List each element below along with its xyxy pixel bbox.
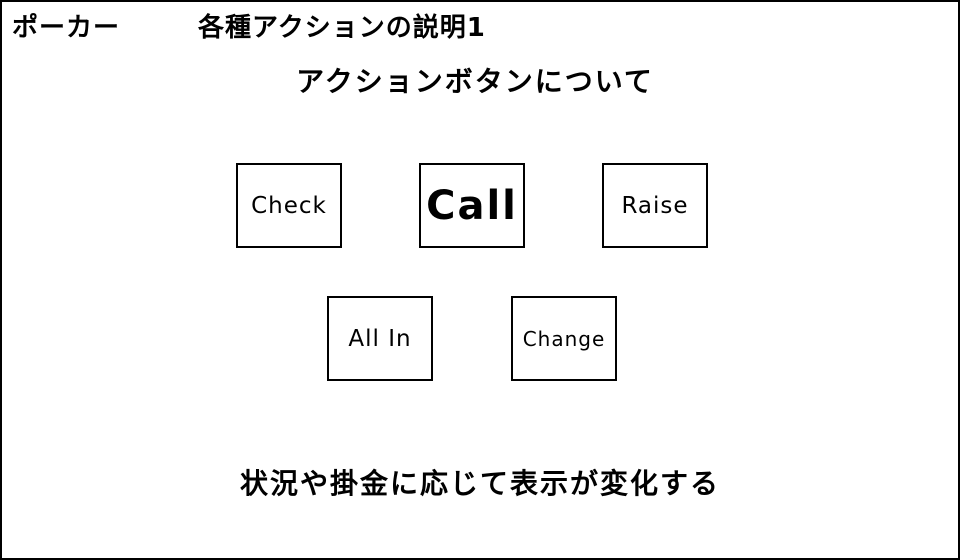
- call-button-label: Call: [426, 182, 518, 229]
- all-in-button[interactable]: All In: [327, 296, 433, 381]
- raise-button[interactable]: Raise: [602, 163, 708, 248]
- page-title: 各種アクションの説明1: [198, 13, 486, 43]
- raise-button-label: Raise: [621, 192, 689, 219]
- change-button-label: Change: [522, 326, 606, 351]
- section-heading: アクションボタンについて: [296, 65, 654, 98]
- check-button-label: Check: [251, 192, 327, 219]
- call-button[interactable]: Call: [419, 163, 525, 248]
- check-button[interactable]: Check: [236, 163, 342, 248]
- app-title: ポーカー: [12, 13, 121, 43]
- all-in-button-label: All In: [348, 325, 412, 352]
- change-button[interactable]: Change: [511, 296, 617, 381]
- footer-note: 状況や掛金に応じて表示が変化する: [239, 467, 720, 500]
